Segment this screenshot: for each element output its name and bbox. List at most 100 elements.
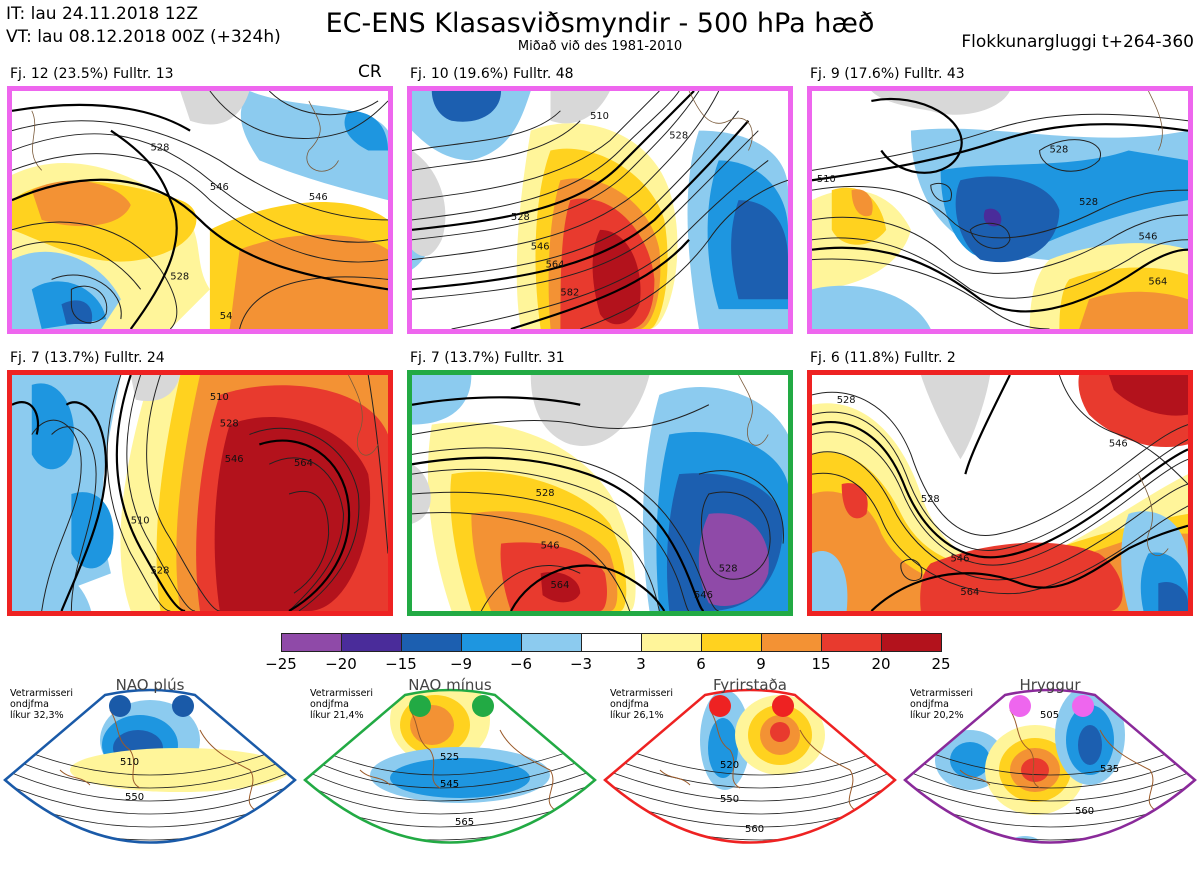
cluster-map-1: 546 528 528 546 54 <box>7 86 393 334</box>
contour-label: 510 <box>131 516 150 527</box>
panel-5-label: Fj. 7 (13.7%) Fulltr. 31 <box>410 350 565 366</box>
regime-1: 510 550 NAO plús Vetrarmisseri ondjfma líkur … <box>0 670 300 870</box>
colorbar-tick: −9 <box>449 655 473 673</box>
regime-note: ondjfma <box>610 699 649 710</box>
contour-label: 546 <box>1139 232 1158 243</box>
colorbar-tick: 9 <box>756 655 766 673</box>
regime-note: líkur 32,3% <box>10 710 64 721</box>
regime-note: Vetrarmisseri <box>10 688 73 699</box>
contour-label: 528 <box>151 142 170 153</box>
panel-2-label: Fj. 10 (19.6%) Fulltr. 48 <box>410 66 574 82</box>
contour-label: 564 <box>551 580 570 591</box>
regime-note: líkur 26,1% <box>610 710 664 721</box>
regime-note: ondjfma <box>310 699 349 710</box>
contour-label: 510 <box>817 174 836 185</box>
valid-time: VT: lau 08.12.2018 00Z (+324h) <box>6 27 281 47</box>
contour-label: 546 <box>225 454 244 465</box>
regime-marker-dot <box>772 695 794 717</box>
contour-label: 564 <box>546 260 565 271</box>
contour-label: 528 <box>536 488 555 499</box>
contour-label: 546 <box>1109 438 1128 449</box>
contour-label: 528 <box>669 131 688 142</box>
cluster-map-2: 510 528 528 546 564 582 <box>407 86 793 334</box>
regime-name: NAO mínus <box>408 676 492 694</box>
contour-label: 510 <box>590 111 609 122</box>
regime-marker-dot <box>172 695 194 717</box>
regime-name: NAO plús <box>115 676 185 694</box>
panel-1-label: Fj. 12 (23.5%) Fulltr. 13 <box>10 66 174 82</box>
regime-marker-dot <box>472 695 494 717</box>
regime-contour-label: 525 <box>440 752 459 763</box>
colorbar-tick: −15 <box>385 655 417 673</box>
colorbar-swatch <box>641 633 702 652</box>
colorbar-tick: −3 <box>569 655 593 673</box>
regime-2: 525 545 565 NAO mínus Vetrarmisseri ondjfma lí… <box>300 670 600 870</box>
contour-label: 54 <box>220 311 233 322</box>
contour-label: 564 <box>294 458 313 469</box>
contour-label: 546 <box>541 541 560 552</box>
regime-contour-label: 560 <box>1075 806 1094 817</box>
colorbar-swatch <box>821 633 882 652</box>
colorbar-swatch <box>281 633 342 652</box>
page-title: EC-ENS Klasasviðsmyndir - 500 hPa hæð <box>325 8 875 39</box>
contour-label: 546 <box>951 553 970 564</box>
colorbar-tick: 6 <box>696 655 706 673</box>
colorbar-swatch <box>581 633 642 652</box>
contour-label: 546 <box>210 182 229 193</box>
cluster-map-4: 510 528 546 564 510 528 <box>7 370 393 616</box>
contour-label: 528 <box>837 395 856 406</box>
cluster-map-6: 528 546 528 546 564 <box>807 370 1193 616</box>
colorbar-tick: 25 <box>931 655 951 673</box>
regime-contour-label: 520 <box>720 760 739 771</box>
panel-4-label: Fj. 7 (13.7%) Fulltr. 24 <box>10 350 165 366</box>
regime-note: Vetrarmisseri <box>310 688 373 699</box>
regime-contour-label: 565 <box>455 817 474 828</box>
colorbar-tick: 15 <box>811 655 831 673</box>
regime-contour-label: 545 <box>440 779 459 790</box>
regime-contour-label: 510 <box>120 757 139 768</box>
regime-note: líkur 20,2% <box>910 710 964 721</box>
contour-label: 582 <box>560 287 579 298</box>
contour-label: 546 <box>694 590 713 601</box>
colorbar-tick: 20 <box>871 655 891 673</box>
regime-3: 520 550 560 Fyrirstaða Vetrarmisseri ondjfma l… <box>600 670 900 870</box>
contour-label: 528 <box>719 563 738 574</box>
cluster-map-5: 528 546 564 528 546 <box>407 370 793 616</box>
regime-note: líkur 21,4% <box>310 710 364 721</box>
panel-3-label: Fj. 9 (17.6%) Fulltr. 43 <box>810 66 965 82</box>
regime-4: 505 535 560 Hryggur Vetrarmisseri ondjfma líku… <box>900 670 1200 870</box>
cr-label: CR <box>358 62 382 82</box>
regime-marker-dot <box>709 695 731 717</box>
contour-label: 510 <box>210 392 229 403</box>
regime-contour-label: 505 <box>1040 710 1059 721</box>
regime-contour-label: 550 <box>720 794 739 805</box>
colorbar-swatch <box>401 633 462 652</box>
colorbar-swatch <box>881 633 942 652</box>
classification-window: Flokkunargluggi t+264-360 <box>961 32 1194 52</box>
regime-marker-dot <box>409 695 431 717</box>
regime-marker-dot <box>109 695 131 717</box>
regime-contour-label: 550 <box>125 792 144 803</box>
regime-note: Vetrarmisseri <box>910 688 973 699</box>
contour-label: 528 <box>170 271 189 282</box>
colorbar-swatch <box>761 633 822 652</box>
regime-marker-dot <box>1072 695 1094 717</box>
regime-note: ondjfma <box>10 699 49 710</box>
regime-contour-label: 535 <box>1100 764 1119 775</box>
colorbar-tick: −6 <box>509 655 533 673</box>
contour-label: 528 <box>1079 197 1098 208</box>
contour-label: 528 <box>1049 144 1068 155</box>
colorbar-swatch <box>701 633 762 652</box>
contour-label: 528 <box>151 565 170 576</box>
contour-label: 528 <box>511 212 530 223</box>
contour-label: 528 <box>921 494 940 505</box>
colorbar-swatch <box>461 633 522 652</box>
regime-note: Vetrarmisseri <box>610 688 673 699</box>
regime-contour-label: 560 <box>745 824 764 835</box>
colorbar-swatch <box>341 633 402 652</box>
regime-name: Hryggur <box>1019 676 1081 694</box>
colorbar-tick: 3 <box>636 655 646 673</box>
contour-label: 564 <box>960 587 979 598</box>
contour-label: 546 <box>309 192 328 203</box>
colorbar-swatch <box>521 633 582 652</box>
